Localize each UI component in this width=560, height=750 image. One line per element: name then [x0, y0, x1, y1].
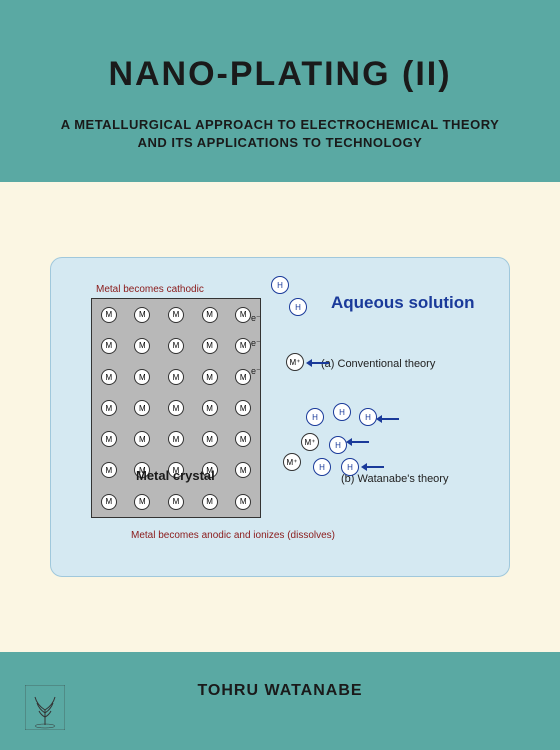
hydrogen-ion: H: [271, 276, 289, 294]
direction-arrow-icon: [311, 362, 329, 364]
lattice-node: [193, 486, 227, 517]
lattice-node: [226, 393, 260, 424]
electron-label: e⁻: [251, 313, 261, 324]
lattice-node: [193, 361, 227, 392]
book-subtitle: A METALLURGICAL APPROACH TO ELECTROCHEMI…: [40, 116, 520, 152]
lattice-node: [159, 486, 193, 517]
subtitle-line-2: AND ITS APPLICATIONS TO TECHNOLOGY: [138, 135, 423, 150]
lattice-node: [193, 393, 227, 424]
hydrogen-ion: H: [333, 403, 351, 421]
lattice-node: [193, 299, 227, 330]
bottom-banner: TOHRU WATANABE: [0, 652, 560, 750]
hydrogen-ion: H: [313, 458, 331, 476]
lattice-node: [159, 330, 193, 361]
direction-arrow-icon: [366, 466, 384, 468]
anodic-label: Metal becomes anodic and ionizes (dissol…: [131, 530, 335, 541]
lattice-node: [159, 361, 193, 392]
lattice-node: [92, 455, 126, 486]
lattice-node: [193, 424, 227, 455]
lattice-node: [226, 455, 260, 486]
metal-ion: M⁺: [283, 453, 301, 471]
metal-ion: M⁺: [286, 353, 304, 371]
lattice-node: [126, 361, 160, 392]
lattice-node: [92, 361, 126, 392]
crystal-lattice-grid: [92, 299, 260, 517]
lattice-node: [193, 330, 227, 361]
lattice-node: [159, 299, 193, 330]
metal-crystal-label: Metal crystal: [136, 468, 215, 483]
watanabe-theory-label: (b) Watanabe's theory: [341, 473, 448, 485]
lattice-node: [159, 424, 193, 455]
aqueous-label: Aqueous solution: [331, 293, 475, 313]
cathodic-label: Metal becomes cathodic: [96, 284, 204, 295]
author-name: TOHRU WATANABE: [40, 682, 520, 700]
lattice-node: [226, 424, 260, 455]
lattice-node: [92, 393, 126, 424]
book-title: NANO-PLATING (II): [40, 55, 520, 94]
metal-ion: M⁺: [301, 433, 319, 451]
lattice-node: [126, 424, 160, 455]
electrochemistry-diagram: Metal becomes cathodic Aqueous solution …: [50, 257, 510, 577]
lattice-node: [92, 299, 126, 330]
electron-label: e⁻: [251, 366, 261, 377]
lattice-node: [92, 424, 126, 455]
lattice-node: [159, 393, 193, 424]
conventional-theory-label: (a) Conventional theory: [321, 358, 435, 370]
electron-label: e⁻: [251, 338, 261, 349]
hydrogen-ion: H: [359, 408, 377, 426]
lattice-node: [126, 299, 160, 330]
publisher-tree-icon: [25, 685, 65, 730]
hydrogen-ion: H: [329, 436, 347, 454]
lattice-node: [126, 486, 160, 517]
lattice-node: [92, 330, 126, 361]
top-banner: NANO-PLATING (II) A METALLURGICAL APPROA…: [0, 0, 560, 182]
book-cover: NANO-PLATING (II) A METALLURGICAL APPROA…: [0, 0, 560, 750]
diagram-section: Metal becomes cathodic Aqueous solution …: [0, 182, 560, 652]
lattice-node: [126, 330, 160, 361]
hydrogen-ion: H: [289, 298, 307, 316]
metal-crystal-block: [91, 298, 261, 518]
hydrogen-ion: H: [306, 408, 324, 426]
direction-arrow-icon: [351, 441, 369, 443]
lattice-node: [126, 393, 160, 424]
lattice-node: [92, 486, 126, 517]
direction-arrow-icon: [381, 418, 399, 420]
lattice-node: [226, 486, 260, 517]
subtitle-line-1: A METALLURGICAL APPROACH TO ELECTROCHEMI…: [61, 117, 500, 132]
